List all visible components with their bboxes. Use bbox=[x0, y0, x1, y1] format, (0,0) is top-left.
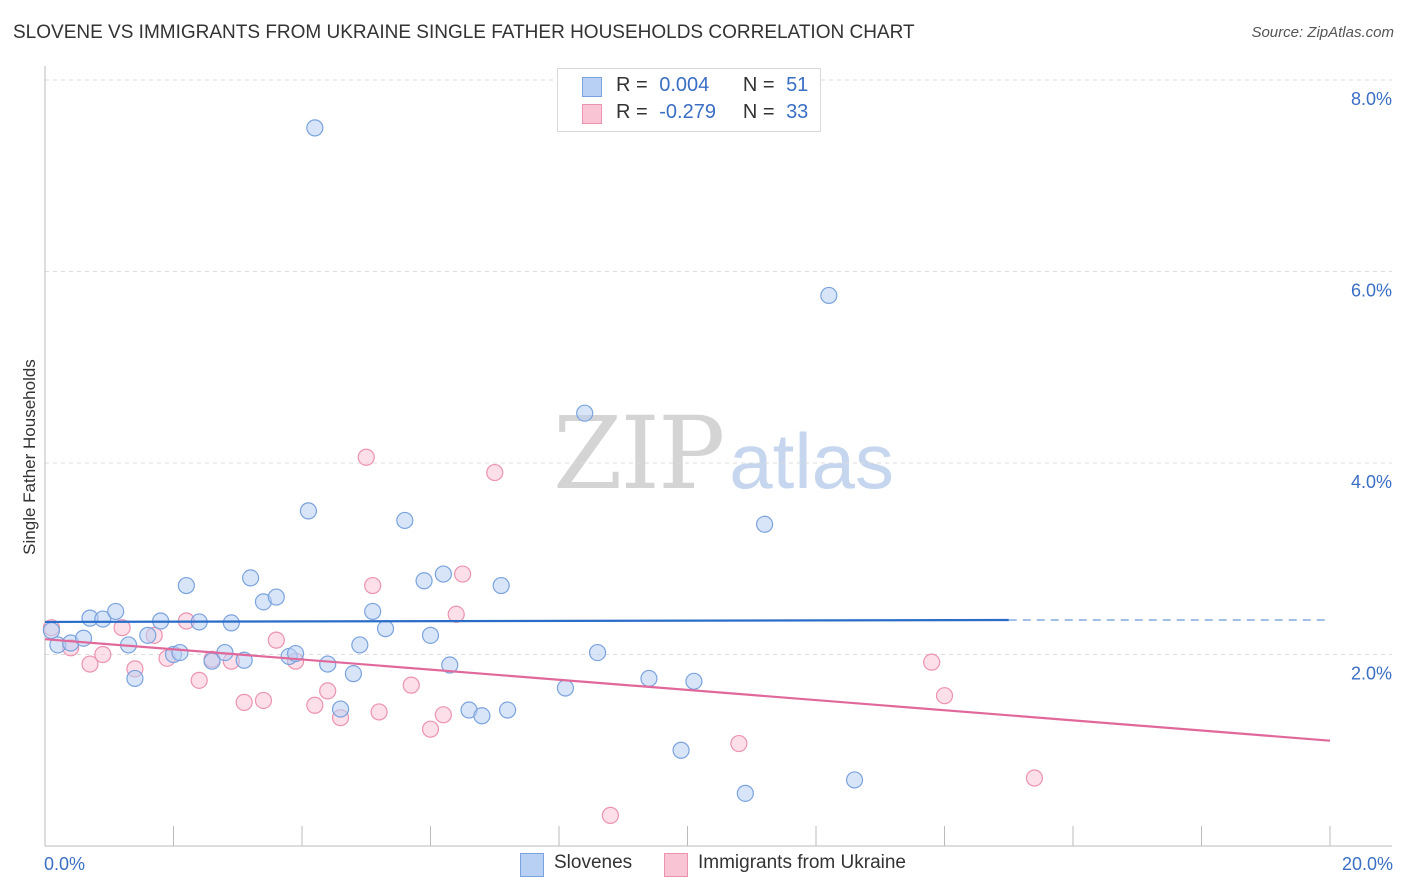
point-slovenes bbox=[421, 626, 440, 644]
point-slovenes bbox=[319, 655, 337, 673]
point-slovenes bbox=[473, 707, 491, 725]
point-slovenes bbox=[42, 621, 61, 640]
legend-label-ukraine: Immigrants from Ukraine bbox=[698, 852, 906, 873]
x-tick-label: 0.0% bbox=[44, 854, 85, 874]
point-slovenes bbox=[126, 669, 144, 688]
point-ukraine bbox=[730, 734, 748, 753]
point-slovenes bbox=[820, 286, 838, 305]
legend-n-label: N = bbox=[742, 74, 775, 96]
point-slovenes bbox=[640, 669, 658, 688]
point-ukraine bbox=[306, 696, 324, 714]
legend-n-value: 51 bbox=[786, 74, 809, 96]
point-slovenes bbox=[441, 656, 459, 674]
point-slovenes bbox=[672, 741, 690, 759]
point-ukraine bbox=[94, 645, 112, 664]
point-slovenes bbox=[434, 565, 452, 583]
point-slovenes bbox=[242, 569, 260, 587]
legend-label-slovenes: Slovenes bbox=[554, 852, 633, 873]
watermark: ZIPatlas bbox=[553, 395, 894, 512]
point-slovenes bbox=[94, 610, 112, 628]
trend-line-ukraine bbox=[44, 638, 1331, 742]
legend-r-value: -0.279 bbox=[659, 101, 716, 123]
point-ukraine bbox=[364, 576, 382, 595]
point-ukraine bbox=[319, 682, 337, 700]
legend-swatch-ukraine bbox=[664, 853, 688, 877]
point-slovenes bbox=[492, 576, 510, 595]
point-slovenes bbox=[364, 602, 382, 621]
point-slovenes bbox=[499, 701, 517, 719]
point-slovenes bbox=[306, 119, 324, 137]
point-slovenes bbox=[685, 672, 703, 690]
trend-lines bbox=[44, 618, 1331, 742]
point-slovenes bbox=[351, 636, 369, 654]
point-slovenes bbox=[415, 572, 433, 590]
source-label: Source: ZipAtlas.com bbox=[1251, 24, 1394, 41]
legend-r-label: R = bbox=[616, 101, 648, 123]
legend-n-label: N = bbox=[742, 101, 775, 123]
point-ukraine bbox=[357, 448, 375, 466]
point-slovenes bbox=[576, 404, 594, 422]
point-ukraine bbox=[421, 720, 440, 738]
legend-r-value: 0.004 bbox=[659, 74, 710, 96]
point-ukraine bbox=[935, 687, 954, 705]
point-ukraine bbox=[923, 653, 941, 671]
point-slovenes bbox=[139, 626, 157, 644]
legend-n-value: 33 bbox=[786, 101, 809, 123]
point-slovenes bbox=[267, 588, 285, 606]
point-ukraine bbox=[235, 693, 253, 711]
legend-swatch-ukraine bbox=[582, 104, 602, 124]
chart-title: SLOVENE VS IMMIGRANTS FROM UKRAINE SINGL… bbox=[13, 22, 915, 43]
series-slovenes-points bbox=[42, 119, 864, 802]
point-ukraine bbox=[486, 463, 504, 482]
point-ukraine bbox=[113, 619, 131, 637]
point-ukraine bbox=[1025, 769, 1044, 787]
point-ukraine bbox=[454, 565, 472, 583]
point-slovenes bbox=[376, 620, 395, 638]
point-slovenes bbox=[177, 576, 195, 595]
point-ukraine bbox=[402, 676, 420, 694]
point-slovenes bbox=[736, 784, 754, 802]
point-slovenes bbox=[171, 643, 189, 662]
grid-lines bbox=[45, 79, 1392, 655]
legend-swatch-slovenes bbox=[582, 77, 602, 97]
point-slovenes bbox=[222, 614, 240, 632]
point-ukraine bbox=[447, 605, 465, 623]
point-slovenes bbox=[331, 700, 350, 718]
point-ukraine bbox=[434, 706, 452, 724]
point-slovenes bbox=[556, 679, 575, 697]
legend-swatch-slovenes bbox=[520, 853, 544, 877]
point-ukraine bbox=[190, 671, 208, 689]
point-ukraine bbox=[267, 631, 285, 649]
legend-r-label: R = bbox=[616, 74, 648, 96]
point-slovenes bbox=[845, 771, 864, 789]
trend-line-slovenes bbox=[44, 618, 1009, 624]
watermark-atlas: atlas bbox=[729, 417, 895, 505]
point-ukraine bbox=[254, 691, 273, 710]
x-tick-label: 20.0% bbox=[1342, 854, 1393, 874]
point-ukraine bbox=[81, 655, 99, 673]
y-axis-label: Single Father Households bbox=[20, 359, 39, 555]
series-ukraine-points bbox=[42, 448, 1044, 824]
axes bbox=[44, 66, 1392, 847]
tick-labels: 2.0% 4.0% 6.0% 8.0% 0.0% 20.0% bbox=[44, 89, 1393, 874]
y-tick-label: 8.0% bbox=[1351, 89, 1392, 109]
point-slovenes bbox=[299, 502, 318, 520]
y-tick-label: 4.0% bbox=[1351, 472, 1392, 492]
correlation-legend: R = 0.004 N = 51 R = -0.279 N = 33 bbox=[557, 68, 821, 132]
y-tick-label: 2.0% bbox=[1351, 664, 1392, 684]
point-slovenes bbox=[74, 629, 93, 647]
point-slovenes bbox=[755, 515, 774, 533]
y-tick-label: 6.0% bbox=[1351, 281, 1392, 301]
point-slovenes bbox=[344, 665, 362, 683]
point-slovenes bbox=[396, 511, 414, 530]
point-slovenes bbox=[107, 602, 125, 621]
point-slovenes bbox=[588, 643, 607, 662]
point-slovenes bbox=[286, 644, 305, 663]
point-ukraine bbox=[370, 703, 388, 721]
point-ukraine bbox=[601, 806, 620, 824]
